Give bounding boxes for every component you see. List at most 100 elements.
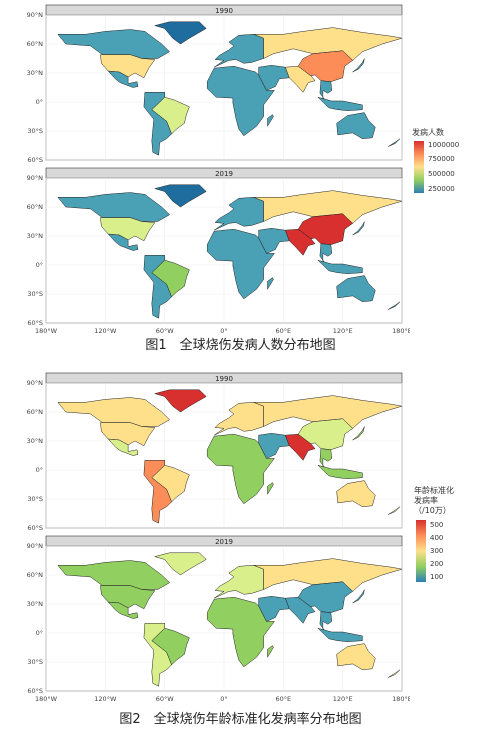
- longitude-label: 180°W: [35, 695, 58, 703]
- region-russia: [253, 27, 403, 61]
- longitude-label: 0°: [220, 695, 227, 703]
- figure-2-caption: 图2 全球烧伤年龄标准化发病率分布地图: [119, 712, 362, 727]
- longitude-labels: 180°W 120°W 60°W 0° 60°E 120°E 180°E: [35, 695, 410, 703]
- panel-strip-label: 1990: [215, 375, 233, 383]
- region-usa: [100, 54, 156, 79]
- region-seasia: [319, 243, 333, 265]
- region-nz: [388, 669, 401, 678]
- longitude-label: 120°W: [94, 695, 117, 703]
- region-madagascar: [267, 482, 274, 496]
- latitude-label: 30°N: [27, 600, 44, 608]
- legend-colorbar: [414, 141, 424, 193]
- region-africa: [206, 596, 275, 668]
- latitude-label: 30°S: [27, 495, 43, 503]
- latitude-label: 30°S: [27, 127, 43, 135]
- legend-tick: 250000: [428, 185, 455, 193]
- legend-tick: 300: [430, 547, 444, 555]
- longitude-label: 120°W: [94, 327, 117, 335]
- region-japan: [352, 58, 365, 73]
- latitude-labels: 90°N 60°N 30°N 0° 30°S 60°S: [27, 174, 44, 327]
- latitude-label: 30°N: [27, 232, 44, 240]
- map-panel-1990-counts: 1990 90°N 60°N 30°N 0° 30°S 60°S: [27, 4, 403, 164]
- region-canada: [57, 29, 171, 59]
- panel-strip-label: 2019: [215, 538, 233, 546]
- map-panel-2019-counts: 2019 90°N 60°N 30°N 0° 30°S 60°S 180°W 120°W 60…: [27, 167, 410, 335]
- land-fill-2019-rate: [57, 552, 403, 687]
- latitude-label: 0°: [36, 629, 43, 637]
- region-southam: [143, 255, 172, 319]
- region-indonesia: [317, 259, 363, 274]
- latitude-label: 60°N: [27, 408, 44, 416]
- legend-title-line: 发病率: [414, 496, 438, 505]
- region-china: [297, 50, 353, 82]
- longitude-label: 60°E: [276, 327, 292, 335]
- region-china: [297, 418, 353, 450]
- map-panel-2019-rate: 2019 90°N 60°N 30°N 0° 30°S 60°S 180°W 120°W 60…: [27, 535, 410, 703]
- figure-1-caption: 图1 全球烧伤发病人数分布地图: [145, 338, 336, 353]
- region-canada: [57, 397, 171, 427]
- region-indonesia: [317, 96, 363, 111]
- legend-tick: 500000: [428, 170, 455, 178]
- longitude-label: 120°E: [333, 695, 353, 703]
- region-mexico: [107, 233, 139, 251]
- region-japan: [352, 589, 365, 604]
- region-indonesia: [317, 464, 363, 479]
- legend-colorbar: [416, 520, 426, 582]
- region-europe: [213, 197, 264, 231]
- latitude-label: 30°S: [27, 658, 43, 666]
- region-greenland: [153, 21, 207, 45]
- region-china: [297, 581, 353, 613]
- latitude-label: 30°N: [27, 69, 44, 77]
- longitude-label: 60°W: [156, 695, 175, 703]
- latitude-label: 0°: [36, 98, 43, 106]
- latitude-label: 60°N: [27, 40, 44, 48]
- longitude-label: 180°E: [392, 327, 410, 335]
- panel-strip-label: 1990: [215, 7, 233, 15]
- latitude-label: 90°N: [27, 174, 44, 182]
- region-africa: [206, 65, 275, 137]
- region-mideast: [258, 65, 290, 91]
- legend-tick: 1000000: [428, 141, 460, 149]
- figure-2: 1990 90°N 60°N 30°N 0° 30°S 60°S 2019 90°N 60°…: [0, 368, 481, 732]
- longitude-label: 60°E: [276, 695, 292, 703]
- panel-strip-label: 2019: [215, 170, 233, 178]
- map-panel-1990-rate: 1990 90°N 60°N 30°N 0° 30°S 60°S: [27, 372, 403, 532]
- region-australia: [336, 643, 376, 670]
- region-russia: [253, 190, 403, 224]
- region-mexico: [107, 438, 139, 456]
- region-europe: [213, 565, 264, 599]
- latitude-label: 30°N: [27, 437, 44, 445]
- region-russia: [253, 395, 403, 429]
- legend-title-line: （/10万）: [414, 506, 451, 515]
- latitude-label: 30°S: [27, 290, 43, 298]
- region-madagascar: [267, 114, 274, 128]
- region-mideast: [258, 228, 290, 254]
- region-indonesia: [317, 627, 363, 642]
- region-mideast: [258, 433, 290, 459]
- latitude-label: 60°S: [27, 319, 43, 327]
- land-fill-1990-rate: [57, 389, 403, 524]
- latitude-labels: 90°N 60°N 30°N 0° 30°S 60°S: [27, 542, 44, 695]
- land-fill-2019-counts: [57, 184, 403, 319]
- legend-tick: 100: [430, 573, 444, 581]
- region-seasia: [319, 448, 333, 470]
- region-africa: [206, 433, 275, 505]
- latitude-label: 90°N: [27, 379, 44, 387]
- latitude-label: 0°: [36, 261, 43, 269]
- region-madagascar: [267, 645, 274, 659]
- region-usa: [100, 585, 156, 610]
- figure-1: 1990 90°N 60°N 30°N 0° 30°S 60°S 2019 90°N 60°…: [0, 0, 481, 353]
- region-madagascar: [267, 277, 274, 291]
- latitude-label: 60°N: [27, 571, 44, 579]
- region-china: [297, 213, 353, 245]
- legend-tick: 750000: [428, 155, 455, 163]
- region-seasia: [319, 80, 333, 102]
- longitude-labels: 180°W 120°W 60°W 0° 60°E 120°E 180°E: [35, 327, 410, 335]
- latitude-label: 60°S: [27, 524, 43, 532]
- region-greenland: [153, 389, 207, 413]
- longitude-label: 180°E: [392, 695, 410, 703]
- legend-tick: 500: [430, 521, 444, 529]
- legend-rate: 年龄标准化 发病率 （/10万） 500 400 300 200 100: [414, 486, 480, 616]
- region-mideast: [258, 596, 290, 622]
- region-usa: [100, 217, 156, 242]
